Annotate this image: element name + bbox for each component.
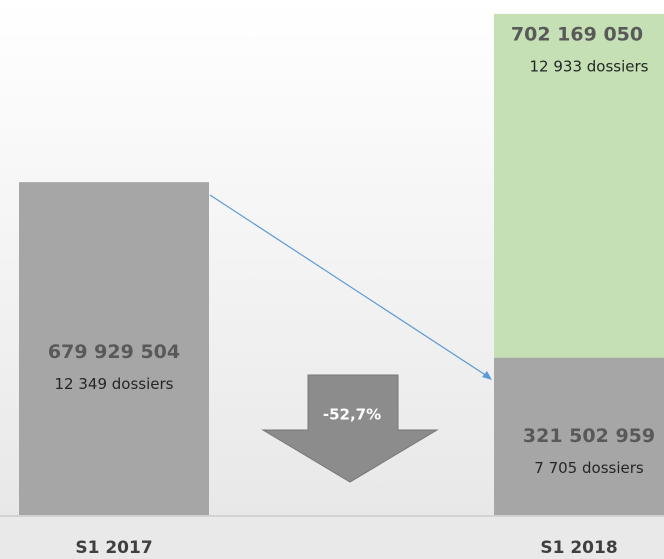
trend-arrowhead xyxy=(482,371,492,380)
bar-segment xyxy=(494,13,664,358)
bar-segment xyxy=(19,182,209,515)
dossiers-label: 7 705 dossiers xyxy=(534,459,644,477)
value-label: 321 502 959 xyxy=(523,425,655,447)
change-label: -52,7% xyxy=(323,406,381,424)
dossiers-label: 12 933 dossiers xyxy=(530,57,649,75)
dossiers-label: 12 349 dossiers xyxy=(55,375,174,393)
down-arrow xyxy=(261,374,439,483)
x-tick-label: S1 2018 xyxy=(540,538,617,558)
footer-band xyxy=(0,516,664,559)
x-tick-label: S1 2017 xyxy=(75,538,152,558)
trend-arrow xyxy=(209,194,491,379)
value-label: 679 929 504 xyxy=(48,341,180,363)
value-label: 702 169 050 xyxy=(511,23,643,45)
bar-segment xyxy=(494,357,664,515)
